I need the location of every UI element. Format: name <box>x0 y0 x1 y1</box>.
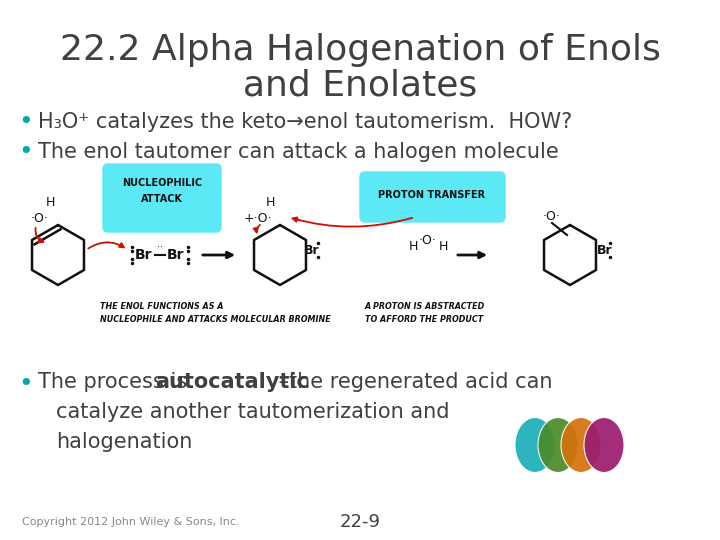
Text: PROTON TRANSFER: PROTON TRANSFER <box>379 190 485 200</box>
FancyBboxPatch shape <box>360 172 505 222</box>
Ellipse shape <box>561 417 601 472</box>
Text: catalyze another tautomerization and: catalyze another tautomerization and <box>56 402 449 422</box>
Text: THE ENOL FUNCTIONS AS A
NUCLEOPHILE AND ATTACKS MOLECULAR BROMINE: THE ENOL FUNCTIONS AS A NUCLEOPHILE AND … <box>100 302 330 324</box>
Text: ATTACK: ATTACK <box>141 194 183 204</box>
Text: ·O·: ·O· <box>419 233 437 246</box>
Ellipse shape <box>515 417 555 472</box>
Ellipse shape <box>538 417 578 472</box>
Text: A PROTON IS ABSTRACTED
TO AFFORD THE PRODUCT: A PROTON IS ABSTRACTED TO AFFORD THE PRO… <box>365 302 485 324</box>
Text: ·O·: ·O· <box>543 211 561 224</box>
FancyBboxPatch shape <box>103 164 221 232</box>
Text: ·O·: ·O· <box>31 212 49 225</box>
FancyArrowPatch shape <box>35 228 43 242</box>
Text: ··: ·· <box>157 242 163 252</box>
Text: NUCLEOPHILIC: NUCLEOPHILIC <box>122 178 202 188</box>
Text: Copyright 2012 John Wiley & Sons, Inc.: Copyright 2012 John Wiley & Sons, Inc. <box>22 517 240 527</box>
Ellipse shape <box>584 417 624 472</box>
Text: and Enolates: and Enolates <box>243 68 477 102</box>
Text: The enol tautomer can attack a halogen molecule: The enol tautomer can attack a halogen m… <box>38 142 559 162</box>
FancyArrowPatch shape <box>292 218 413 227</box>
Text: Br: Br <box>135 248 153 262</box>
Text: +·O·: +·O· <box>244 212 272 225</box>
Text: Br: Br <box>304 244 320 256</box>
Text: –the regenerated acid can: –the regenerated acid can <box>272 372 552 392</box>
Text: autocatalytic: autocatalytic <box>155 372 309 392</box>
Text: •: • <box>18 140 32 164</box>
Text: H: H <box>265 197 275 210</box>
Text: •: • <box>18 372 32 396</box>
FancyArrowPatch shape <box>253 225 260 232</box>
Text: 22.2 Alpha Halogenation of Enols: 22.2 Alpha Halogenation of Enols <box>60 33 660 67</box>
Text: 22-9: 22-9 <box>340 513 380 531</box>
Text: H: H <box>438 240 448 253</box>
Text: H₃O⁺ catalyzes the keto→enol tautomerism.  HOW?: H₃O⁺ catalyzes the keto→enol tautomerism… <box>38 112 572 132</box>
Text: Br: Br <box>167 248 185 262</box>
Text: The process is: The process is <box>38 372 194 392</box>
FancyArrowPatch shape <box>89 242 124 248</box>
Text: H: H <box>408 240 418 253</box>
Text: •: • <box>18 110 32 134</box>
Text: H: H <box>45 197 55 210</box>
Text: halogenation: halogenation <box>56 432 192 452</box>
Text: Br: Br <box>597 244 613 256</box>
